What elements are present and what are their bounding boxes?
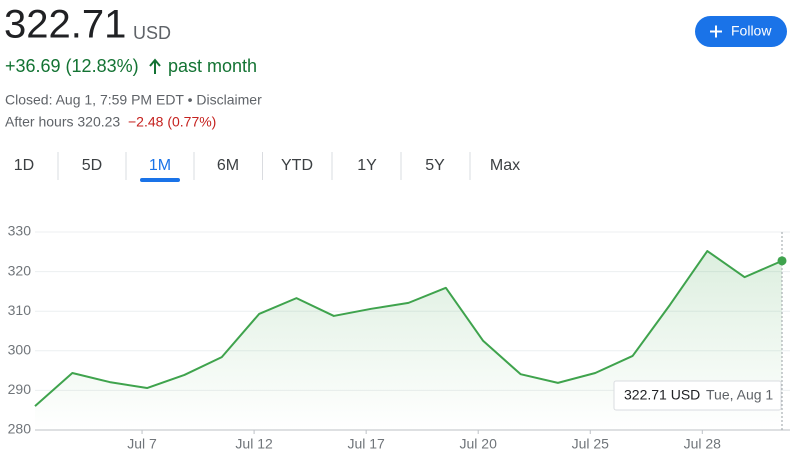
period: past month xyxy=(168,56,257,76)
tooltip-value: 322.71 USD xyxy=(624,387,700,403)
tab[interactable]: 5Y xyxy=(425,157,445,174)
area-fill xyxy=(35,251,782,430)
y-tick-label: 290 xyxy=(8,381,32,397)
y-tick-label: 320 xyxy=(8,262,32,278)
x-tick-label: Jul 17 xyxy=(347,436,385,452)
tab[interactable]: 1D xyxy=(14,157,34,174)
price: 322.71 xyxy=(4,3,126,47)
up-arrow xyxy=(149,58,161,74)
change: +36.69 (12.83%) xyxy=(5,56,139,76)
tooltip xyxy=(613,380,782,411)
y-tick-label: 330 xyxy=(8,223,32,239)
tab[interactable]: 1M xyxy=(149,157,171,174)
tab[interactable]: 1Y xyxy=(357,157,377,174)
currency: USD xyxy=(133,23,171,43)
tooltip-date: Tue, Aug 1 xyxy=(706,387,773,403)
tab[interactable]: YTD xyxy=(281,157,313,174)
after-change: −2.48 (0.77%) xyxy=(128,114,216,130)
tab[interactable]: 5D xyxy=(82,157,102,174)
tab-underline xyxy=(140,178,180,182)
y-tick-label: 300 xyxy=(8,342,32,358)
tab[interactable]: 6M xyxy=(217,157,239,174)
x-tick-label: Jul 20 xyxy=(460,436,498,452)
closed-info: Closed: Aug 1, 7:59 PM EDT • Disclaimer xyxy=(5,92,262,108)
x-tick-label: Jul 7 xyxy=(127,436,157,452)
last-point xyxy=(777,256,787,266)
y-tick-label: 310 xyxy=(8,302,32,318)
plus-icon xyxy=(710,25,722,38)
price-line xyxy=(34,250,783,407)
tab[interactable]: Max xyxy=(490,157,520,174)
y-tick-label: 280 xyxy=(8,421,32,437)
follow-label: Follow xyxy=(731,23,772,39)
x-tick-label: Jul 12 xyxy=(235,436,273,452)
x-tick-label: Jul 28 xyxy=(684,436,722,452)
after-hours: After hours 320.23 xyxy=(5,114,120,130)
x-tick-label: Jul 25 xyxy=(572,436,610,452)
follow-button[interactable] xyxy=(695,16,787,47)
